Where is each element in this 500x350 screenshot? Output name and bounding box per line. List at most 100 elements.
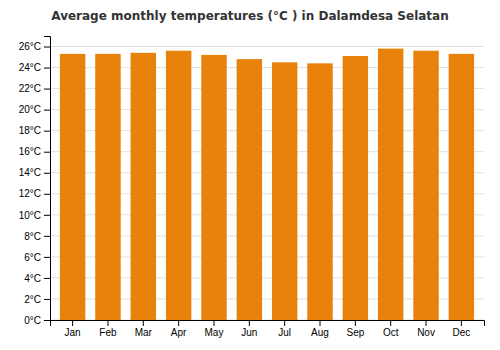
chart: Jan Feb Mar Apr May Jun Jul Aug Sep Oct Nov Dec 0°C 2…	[0, 0, 500, 350]
x-tick-mark	[284, 320, 285, 326]
y-tick-label: 4°C	[24, 273, 41, 284]
x-tick: Nov	[417, 320, 435, 338]
title: Average monthly temperatures (°C ) in Da…	[51, 9, 448, 23]
x-tick-label: Apr	[171, 327, 187, 338]
x-tick-label: Dec	[452, 327, 470, 338]
y-tick: 8°C	[24, 231, 50, 242]
x-tick-mark	[249, 320, 250, 326]
bar	[413, 51, 438, 320]
y-tick-mark	[44, 194, 50, 195]
bars	[60, 49, 474, 320]
x-tick-label: Mar	[135, 327, 153, 338]
x-axis: Jan Feb Mar Apr May Jun Jul Aug Sep Oct Nov Dec	[51, 320, 485, 338]
x-tick-mark	[72, 320, 73, 326]
y-tick-mark	[44, 278, 50, 279]
x-tick: Jun	[241, 320, 257, 338]
bar	[237, 59, 262, 320]
bar	[449, 54, 474, 320]
x-tick-mark	[143, 320, 144, 326]
y-tick-mark	[44, 215, 50, 216]
x-tick-mark	[390, 320, 391, 326]
y-tick: 2°C	[24, 294, 50, 305]
y-tick: 24°C	[19, 62, 50, 73]
bar	[60, 54, 85, 320]
x-tick-label: Jan	[65, 327, 81, 338]
y-tick: 0°C	[24, 315, 50, 326]
x-tick: Jul	[278, 320, 291, 338]
x-tick: Oct	[383, 320, 399, 338]
plot: Jan Feb Mar Apr May Jun Jul Aug Sep Oct Nov Dec 0°C 2…	[19, 37, 485, 339]
x-tick: Mar	[135, 320, 153, 338]
x-tick: Feb	[99, 320, 117, 338]
y-tick: 10°C	[19, 210, 50, 221]
y-tick-label: 8°C	[24, 231, 41, 242]
x-axis-line	[51, 321, 485, 327]
grid	[50, 47, 484, 320]
bar	[378, 49, 403, 320]
bar	[166, 51, 191, 320]
x-tick-label: Jun	[241, 327, 257, 338]
bar	[95, 54, 120, 320]
y-tick-label: 18°C	[19, 125, 41, 136]
y-tick: 4°C	[24, 273, 50, 284]
y-tick-mark	[44, 257, 50, 258]
x-tick: Sep	[346, 320, 364, 338]
y-tick-label: 0°C	[24, 315, 41, 326]
y-tick: 22°C	[19, 83, 50, 94]
x-tick-mark	[178, 320, 179, 326]
y-axis-line	[44, 37, 51, 321]
x-tick: Apr	[171, 320, 187, 338]
y-tick-mark	[44, 68, 50, 69]
x-tick-label: Feb	[99, 327, 117, 338]
y-tick-label: 14°C	[19, 167, 41, 178]
y-tick-mark	[44, 173, 50, 174]
grid-line	[50, 46, 484, 47]
y-tick-label: 20°C	[19, 104, 41, 115]
y-tick: 20°C	[19, 104, 50, 115]
y-tick-mark	[44, 89, 50, 90]
y-tick-label: 10°C	[19, 210, 41, 221]
y-tick-mark	[44, 299, 50, 300]
y-tick: 18°C	[19, 125, 50, 136]
y-tick-label: 16°C	[19, 146, 41, 157]
x-tick-mark	[320, 320, 321, 326]
y-tick-label: 22°C	[19, 83, 41, 94]
x-tick-label: Oct	[383, 327, 399, 338]
y-tick-mark	[44, 320, 50, 321]
x-tick-label: Jul	[278, 327, 291, 338]
y-tick: 6°C	[24, 252, 50, 263]
y-tick-mark	[44, 110, 50, 111]
x-tick: May	[205, 320, 224, 338]
x-tick-mark	[355, 320, 356, 326]
x-tick: Dec	[452, 320, 470, 338]
x-tick-label: Aug	[311, 327, 329, 338]
y-tick-label: 2°C	[24, 294, 41, 305]
y-tick-mark	[44, 152, 50, 153]
x-tick: Aug	[311, 320, 329, 338]
y-tick-mark	[44, 47, 50, 48]
bar	[201, 55, 226, 320]
x-tick: Jan	[65, 320, 81, 338]
y-tick-label: 12°C	[19, 188, 41, 199]
x-tick-label: Sep	[346, 327, 364, 338]
y-tick-label: 26°C	[19, 41, 41, 52]
bar	[272, 62, 297, 320]
x-tick-label: Nov	[417, 327, 435, 338]
x-tick-mark	[107, 320, 108, 326]
bar	[307, 63, 332, 320]
x-tick-label: May	[205, 327, 224, 338]
y-tick: 16°C	[19, 146, 50, 157]
y-tick: 12°C	[19, 188, 50, 199]
y-axis: 0°C 2°C 4°C 6°C 8°C 10°C 12°C 14°C 16°C 18°C 20°C 2…	[19, 37, 51, 326]
y-tick-mark	[44, 236, 50, 237]
x-tick-mark	[213, 320, 214, 326]
bar	[131, 53, 156, 320]
x-tick-mark	[426, 320, 427, 326]
y-tick: 14°C	[19, 167, 50, 178]
x-tick-mark	[461, 320, 462, 326]
y-tick: 26°C	[19, 41, 50, 52]
y-tick-label: 24°C	[19, 62, 41, 73]
bar	[343, 56, 368, 320]
y-tick-label: 6°C	[24, 252, 41, 263]
y-tick-mark	[44, 131, 50, 132]
